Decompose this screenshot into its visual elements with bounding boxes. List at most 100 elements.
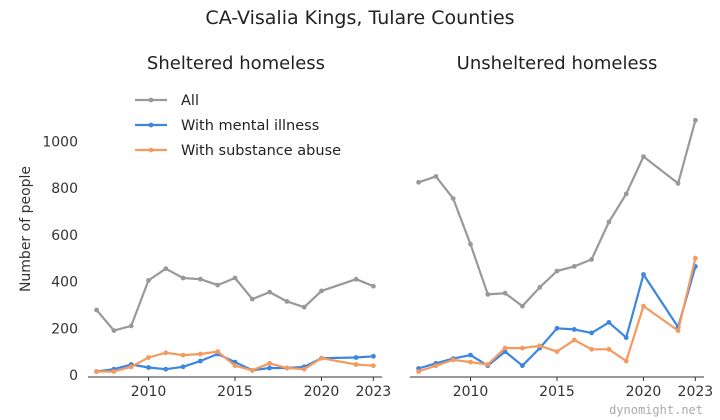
data-point: [353, 362, 359, 367]
data-point: [433, 363, 439, 369]
data-point: [468, 352, 473, 358]
data-point: [468, 241, 473, 247]
x-tick-label: 2015: [539, 384, 575, 400]
data-point: [606, 346, 612, 352]
data-point: [267, 360, 272, 366]
data-point: [319, 355, 324, 361]
data-point: [554, 268, 560, 274]
data-point: [485, 362, 491, 367]
data-point: [623, 335, 629, 340]
legend-label: All: [181, 93, 199, 109]
data-point: [267, 289, 272, 295]
data-point: [198, 358, 203, 364]
data-point: [111, 328, 117, 333]
data-point: [589, 346, 594, 352]
data-point: [319, 288, 324, 294]
data-point: [198, 276, 203, 282]
data-point: [163, 266, 169, 272]
data-point: [520, 345, 525, 351]
watermark: dynomight.net: [609, 403, 703, 417]
y-axis-label: Number of people: [18, 166, 34, 292]
legend-swatch-marker: [148, 147, 154, 153]
data-point: [180, 352, 186, 358]
data-point: [94, 369, 99, 374]
data-point: [215, 349, 221, 354]
x-tick-label: 2023: [678, 384, 714, 400]
data-point: [468, 359, 473, 365]
data-point: [589, 257, 594, 262]
data-point: [416, 369, 421, 374]
series-line-with-substance-abuse: [418, 257, 697, 373]
data-point: [520, 363, 525, 369]
data-point: [589, 330, 594, 336]
panel-sheltered: 2010 2015 2020 2023 0 200 400 600 800 1000: [42, 134, 392, 400]
data-point: [606, 320, 612, 325]
data-point: [128, 323, 134, 329]
data-point: [284, 365, 290, 371]
data-point: [353, 276, 359, 282]
y-tick-label: 200: [51, 321, 78, 337]
data-point: [641, 154, 646, 160]
data-point: [623, 191, 629, 197]
data-point: [416, 179, 421, 185]
data-point: [232, 359, 238, 365]
data-point: [301, 304, 307, 310]
data-point: [198, 351, 203, 357]
series-line-with-substance-abuse: [96, 350, 374, 373]
x-tick-label: 2010: [453, 384, 489, 400]
data-point: [623, 358, 629, 364]
data-point: [128, 364, 134, 370]
series-line-all: [418, 120, 697, 308]
x-tick-label: 2020: [626, 384, 662, 400]
x-tick-label: 2020: [304, 384, 340, 400]
data-point: [249, 367, 255, 373]
data-point: [606, 219, 612, 225]
data-point: [537, 343, 543, 349]
data-point: [111, 369, 117, 374]
data-point: [571, 264, 577, 269]
data-point: [180, 364, 186, 370]
data-point: [232, 275, 238, 281]
data-point: [537, 285, 543, 290]
data-point: [146, 365, 151, 370]
legend-label: With substance abuse: [181, 143, 341, 159]
y-tick-label: 1000: [42, 134, 78, 150]
data-point: [353, 355, 359, 360]
data-point: [371, 283, 376, 289]
y-tick-label: 0: [69, 368, 78, 384]
data-point: [163, 366, 169, 372]
data-point: [371, 353, 376, 359]
data-point: [502, 290, 508, 296]
data-point: [267, 365, 272, 371]
data-point: [163, 350, 169, 356]
data-point: [301, 366, 307, 372]
legend-swatch-marker: [148, 122, 154, 128]
panel-title-sheltered: Sheltered homeless: [147, 53, 325, 74]
data-point: [571, 337, 577, 343]
data-point: [146, 355, 151, 360]
data-point: [641, 272, 646, 277]
data-point: [485, 292, 491, 297]
data-point: [693, 117, 698, 123]
data-point: [371, 363, 376, 369]
figure-title: CA-Visalia Kings, Tulare Counties: [205, 7, 514, 29]
series-line-with-mental-illness: [418, 266, 697, 370]
data-point: [180, 275, 186, 281]
series-line-all: [95, 267, 374, 332]
legend-swatch-marker: [148, 97, 154, 103]
data-point: [450, 196, 456, 202]
legend: All With mental illness With substance abu…: [135, 93, 341, 159]
data-point: [146, 278, 151, 283]
y-tick-label: 600: [51, 228, 78, 244]
x-tick-label: 2023: [356, 384, 392, 400]
data-point: [554, 349, 560, 354]
data-point: [571, 327, 577, 332]
data-point: [94, 307, 99, 313]
data-point: [249, 296, 255, 302]
data-point: [675, 328, 681, 333]
y-tick-label: 800: [51, 181, 78, 197]
data-point: [450, 357, 456, 363]
panel-unsheltered: 2010 2015 2020 2023: [410, 117, 714, 400]
data-point: [215, 282, 221, 288]
